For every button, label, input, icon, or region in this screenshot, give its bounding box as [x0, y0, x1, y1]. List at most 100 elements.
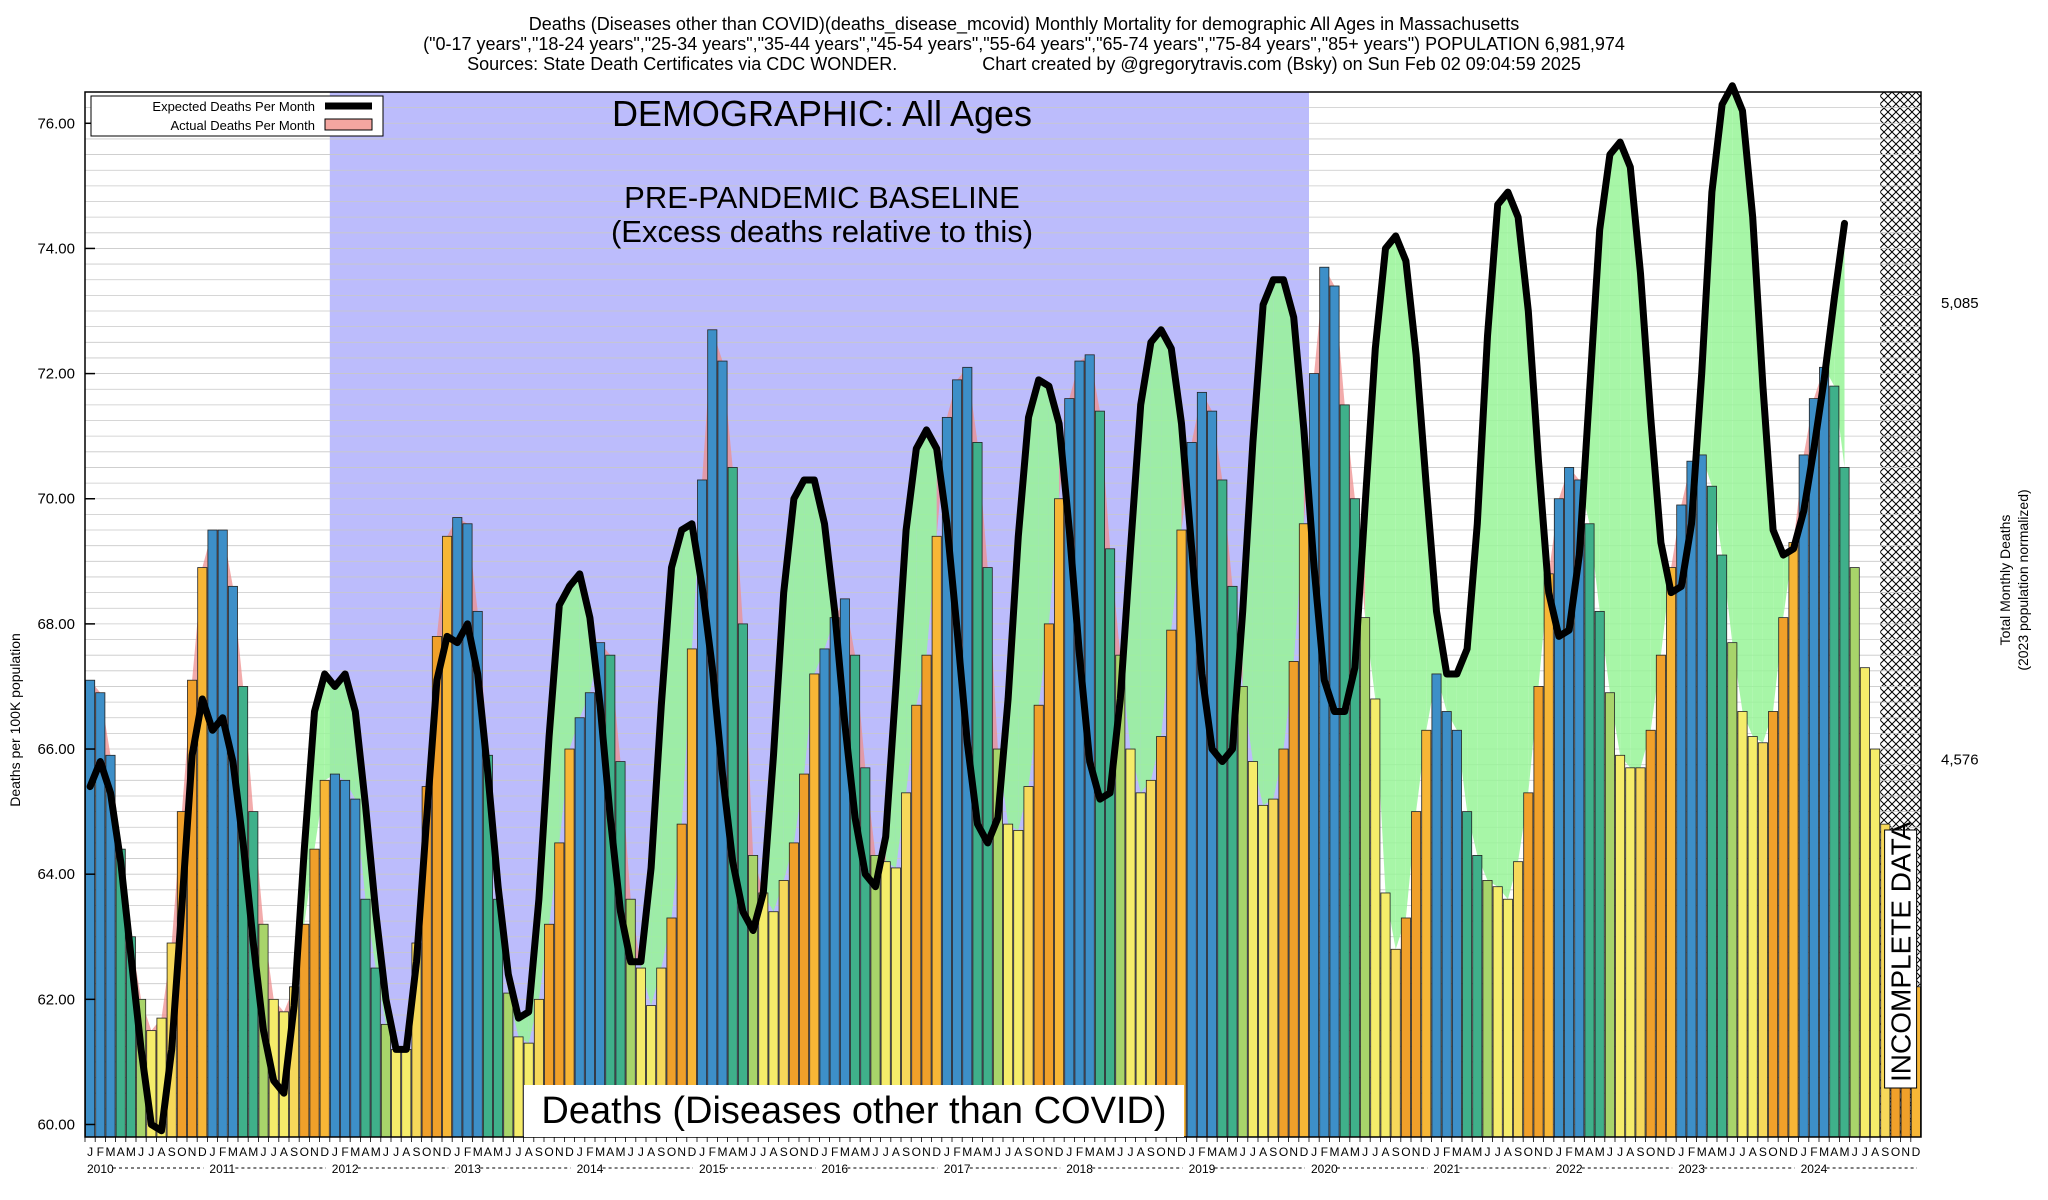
actual-deaths-bar	[207, 529, 218, 1138]
chart-subtitle-demographics: ("0-17 years","18-24 years","25-34 years…	[423, 34, 1625, 54]
month-tick-label: A	[484, 1145, 492, 1159]
month-tick-label: M	[371, 1145, 381, 1159]
month-tick-label: J	[1801, 1145, 1807, 1159]
year-label: 2012	[332, 1162, 359, 1176]
month-tick-label: F	[97, 1145, 104, 1159]
excess-fill	[681, 523, 692, 825]
legend-label-expected: Expected Deaths Per Month	[152, 99, 315, 114]
month-tick-label: M	[248, 1145, 258, 1159]
month-tick-label: D	[198, 1145, 207, 1159]
actual-deaths-bar	[1339, 404, 1350, 1138]
month-tick-label: D	[1667, 1145, 1676, 1159]
month-tick-label: J	[332, 1145, 338, 1159]
actual-deaths-bar	[1808, 398, 1819, 1138]
month-tick-label: M	[738, 1145, 748, 1159]
actual-deaths-bar	[452, 517, 463, 1138]
incomplete-data-label-box	[1884, 829, 1918, 1089]
actual-deaths-bar	[1462, 811, 1473, 1138]
excess-fill	[559, 586, 570, 843]
excess-fill	[1467, 523, 1478, 856]
y-tick-label: 74.00	[37, 240, 75, 257]
month-tick-label: A	[525, 1145, 533, 1159]
incomplete-data-label: INCOMPLETE DATA	[1884, 821, 1918, 1089]
actual-deaths-bar	[1676, 504, 1687, 1138]
chart-title: Deaths (Diseases other than COVID)(death…	[528, 14, 1520, 34]
year-label: 2020	[1311, 1162, 1338, 1176]
month-tick-label: A	[892, 1145, 900, 1159]
actual-deaths-bar	[1768, 711, 1779, 1138]
actual-deaths-bar	[1482, 880, 1493, 1138]
month-tick-label: F	[464, 1145, 471, 1159]
actual-deaths-bar	[1594, 610, 1605, 1138]
month-tick-label: A	[647, 1145, 655, 1159]
excess-fill	[1762, 386, 1774, 743]
month-tick-label: A	[1463, 1145, 1471, 1159]
month-tick-label: J	[1617, 1145, 1623, 1159]
month-tick-label: J	[87, 1145, 93, 1159]
actual-deaths-bar	[319, 779, 330, 1138]
month-tick-label: F	[831, 1145, 838, 1159]
actual-deaths-bar	[1268, 798, 1279, 1138]
month-tick-label: J	[1372, 1145, 1378, 1159]
month-tick-label: J	[1862, 1145, 1868, 1159]
actual-deaths-bar	[401, 1048, 412, 1138]
month-tick-label: J	[638, 1145, 644, 1159]
actual-deaths-bar	[1441, 711, 1452, 1138]
month-tick-label: J	[1495, 1145, 1501, 1159]
month-tick-label: D	[1177, 1145, 1186, 1159]
excess-fill	[1405, 260, 1417, 918]
actual-deaths-bar	[1655, 654, 1666, 1138]
month-tick-label: S	[780, 1145, 788, 1159]
month-tick-label: A	[1096, 1145, 1104, 1159]
actual-deaths-bar	[1023, 786, 1034, 1138]
year-label: 2013	[454, 1162, 481, 1176]
excess-fill	[1385, 235, 1396, 950]
actual-deaths-bar	[1625, 767, 1636, 1138]
actual-deaths-bar	[911, 704, 922, 1138]
actual-deaths-bar	[1666, 567, 1677, 1138]
month-tick-label: J	[750, 1145, 756, 1159]
month-tick-label: J	[1607, 1145, 1613, 1159]
month-tick-label: M	[860, 1145, 870, 1159]
excess-fill	[916, 429, 927, 706]
year-label: 2024	[1801, 1162, 1828, 1176]
month-tick-label: F	[341, 1145, 348, 1159]
actual-deaths-bar	[809, 673, 820, 1138]
month-tick-label: F	[1810, 1145, 1817, 1159]
actual-deaths-bar	[1829, 385, 1840, 1138]
month-tick-label: J	[944, 1145, 950, 1159]
month-tick-label: J	[1556, 1145, 1562, 1159]
excess-fill	[793, 479, 805, 843]
actual-deaths-bar	[513, 1036, 524, 1138]
actual-deaths-bar	[217, 529, 228, 1138]
month-tick-label: A	[1341, 1145, 1349, 1159]
chart-sources-credit: Sources: State Death Certificates via CD…	[467, 54, 1581, 74]
month-tick-label: A	[1749, 1145, 1757, 1159]
actual-deaths-bar	[1635, 767, 1646, 1138]
year-label: 2016	[821, 1162, 848, 1176]
month-tick-label: M	[228, 1145, 238, 1159]
month-tick-label: A	[769, 1145, 777, 1159]
month-tick-label: M	[1840, 1145, 1850, 1159]
month-tick-label: S	[1392, 1145, 1400, 1159]
month-tick-label: A	[1708, 1145, 1716, 1159]
actual-deaths-bar	[1492, 886, 1503, 1138]
month-tick-label: J	[1189, 1145, 1195, 1159]
month-tick-label: S	[902, 1145, 910, 1159]
month-tick-label: J	[699, 1145, 705, 1159]
month-tick-label: J	[1066, 1145, 1072, 1159]
y-tick-label: 72.00	[37, 366, 75, 383]
month-tick-label: O	[544, 1145, 553, 1159]
month-tick-label: D	[565, 1145, 574, 1159]
actual-deaths-bar	[1043, 623, 1054, 1138]
actual-deaths-bar	[686, 648, 697, 1138]
actual-deaths-bar	[1523, 792, 1534, 1138]
month-tick-label: M	[1085, 1145, 1095, 1159]
actual-deaths-bar	[1033, 704, 1044, 1138]
year-label: 2018	[1066, 1162, 1093, 1176]
month-tick-label: J	[1729, 1145, 1735, 1159]
month-tick-label: M	[1228, 1145, 1238, 1159]
month-tick-label: A	[606, 1145, 614, 1159]
actual-deaths-bar	[1615, 754, 1626, 1138]
month-tick-label: M	[1574, 1145, 1584, 1159]
